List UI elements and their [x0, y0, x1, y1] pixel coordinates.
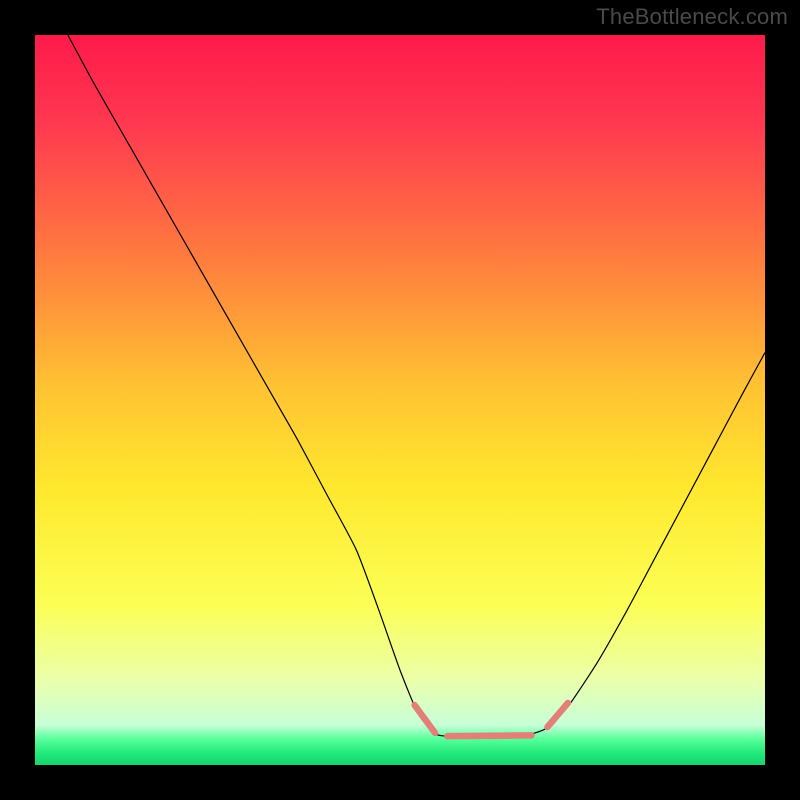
plot-svg	[35, 35, 765, 765]
chart-container: TheBottleneck.com	[0, 0, 800, 800]
watermark-text: TheBottleneck.com	[596, 4, 788, 30]
plot-area	[35, 35, 765, 765]
gradient-background	[35, 35, 765, 765]
